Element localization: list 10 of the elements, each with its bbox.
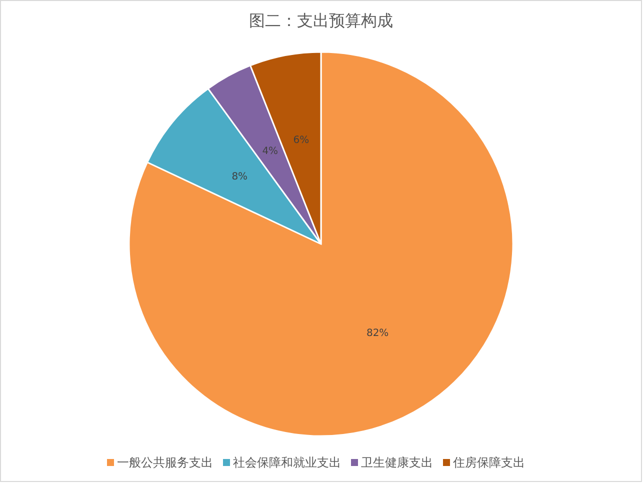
data-label: 6% bbox=[293, 135, 310, 146]
data-label: 82% bbox=[366, 328, 389, 339]
chart-title: 图二：支出预算构成 bbox=[249, 11, 393, 30]
legend-label: 一般公共服务支出 bbox=[117, 455, 213, 470]
pie-slice bbox=[128, 51, 514, 437]
legend-label: 卫生健康支出 bbox=[361, 455, 433, 470]
data-label: 4% bbox=[262, 146, 278, 158]
legend-label: 住房保障支出 bbox=[452, 455, 525, 470]
data-label: 8% bbox=[232, 171, 248, 182]
legend-label: 社会保障和就业支出 bbox=[233, 455, 341, 470]
